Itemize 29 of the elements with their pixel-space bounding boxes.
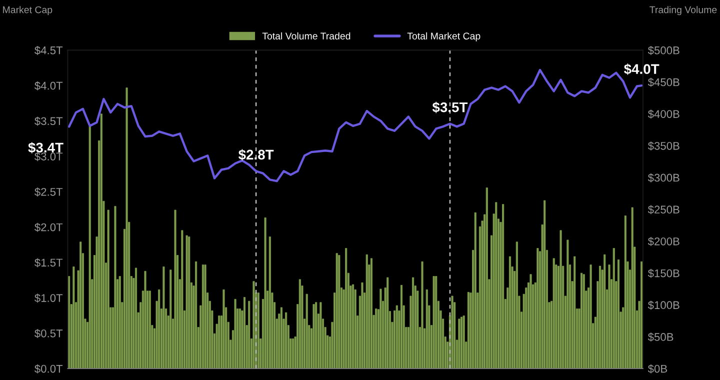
y2-tick-label: $450B <box>648 78 680 87</box>
y2-tick-label: $300B <box>648 173 680 182</box>
y-tick-label: $0.5T <box>34 329 63 338</box>
y-axis-title: Market Cap <box>3 6 52 16</box>
y2-tick-label: $350B <box>648 141 680 150</box>
y-tick-label: $1.5T <box>34 258 63 268</box>
y2-tick-label: $150B <box>648 268 680 278</box>
y2-axis-title: Trading Volume <box>650 6 717 16</box>
y-tick-label: $2.0T <box>34 222 63 232</box>
data-label: $3.4T <box>28 142 64 154</box>
y2-tick-label: $100B <box>648 300 680 310</box>
legend-label: Total Market Cap <box>407 32 480 42</box>
y-tick-label: $2.5T <box>34 187 63 196</box>
y-tick-label: $1.0T <box>34 294 63 303</box>
y2-tick-label: $0B <box>648 364 668 374</box>
y-tick-label: $4.5T <box>34 46 63 55</box>
y2-tick-label: $500B <box>648 46 680 55</box>
data-label: $2.8T <box>238 149 274 161</box>
legend-label: Total Volume Traded <box>262 32 350 40</box>
y2-tick-label: $200B <box>648 237 680 246</box>
data-label: $4.0T <box>624 64 660 75</box>
y-tick-label: $3.0T <box>34 152 63 162</box>
y2-tick-label: $400B <box>648 110 680 119</box>
y2-tick-label: $250B <box>648 205 680 214</box>
y-tick-label: $3.5T <box>34 116 63 126</box>
y-tick-label: $4.0T <box>34 81 63 90</box>
y2-tick-label: $50B <box>648 332 674 342</box>
y-tick-label: $0.0T <box>34 364 63 374</box>
data-label: $3.5T <box>432 102 468 114</box>
